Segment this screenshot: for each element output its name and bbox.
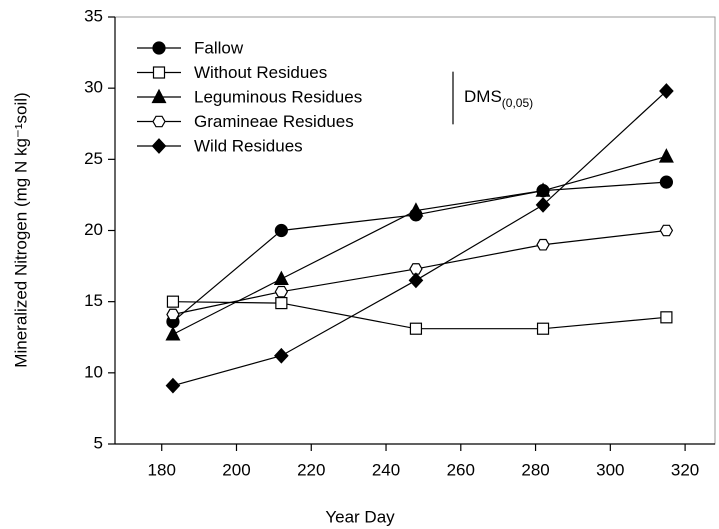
x-tick-label: 180 bbox=[148, 460, 176, 479]
marker bbox=[535, 196, 551, 213]
marker bbox=[166, 308, 180, 321]
marker bbox=[273, 270, 289, 285]
marker bbox=[409, 263, 423, 275]
legend-label: Fallow bbox=[194, 38, 244, 57]
marker bbox=[165, 326, 181, 341]
y-tick-label: 35 bbox=[84, 6, 103, 25]
x-axis-label: Year Day bbox=[325, 507, 395, 526]
y-tick-label: 5 bbox=[94, 433, 103, 452]
marker bbox=[151, 138, 167, 154]
x-tick-label: 320 bbox=[671, 460, 699, 479]
marker bbox=[165, 377, 181, 394]
marker bbox=[536, 238, 550, 251]
marker bbox=[274, 223, 288, 238]
marker bbox=[658, 148, 674, 163]
marker bbox=[659, 224, 674, 237]
marker bbox=[535, 182, 551, 197]
marker bbox=[151, 88, 167, 104]
legend-label: Leguminous Residues bbox=[194, 87, 362, 106]
marker bbox=[166, 295, 180, 308]
annotation: DMS(0,05) bbox=[464, 87, 533, 110]
x-tick-label: 220 bbox=[297, 460, 325, 479]
legend-label: Without Residues bbox=[194, 63, 327, 82]
x-tick-label: 300 bbox=[596, 460, 624, 479]
marker bbox=[409, 322, 423, 335]
y-tick-label: 10 bbox=[84, 362, 103, 381]
marker bbox=[659, 175, 674, 189]
marker bbox=[275, 296, 288, 310]
annotation-text: DMS bbox=[464, 87, 502, 106]
marker bbox=[659, 83, 674, 99]
marker bbox=[152, 115, 166, 128]
x-tick-label: 280 bbox=[521, 460, 549, 479]
y-tick-label: 30 bbox=[84, 78, 103, 97]
y-axis-label: Mineralized Nitrogen (mg N kg⁻¹soil) bbox=[11, 92, 30, 367]
y-tick-label: 20 bbox=[84, 220, 103, 239]
series-line bbox=[172, 181, 667, 323]
x-tick-label: 260 bbox=[447, 460, 475, 479]
marker bbox=[152, 66, 166, 79]
legend-label: Gramineae Residues bbox=[194, 112, 354, 131]
annotation-subscript: (0,05) bbox=[502, 96, 533, 110]
marker bbox=[536, 322, 550, 335]
series-line bbox=[172, 155, 667, 335]
legend-label: Wild Residues bbox=[194, 136, 303, 155]
marker bbox=[408, 272, 424, 289]
x-tick-label: 200 bbox=[222, 460, 250, 479]
marker bbox=[274, 347, 289, 364]
marker bbox=[274, 285, 289, 298]
marker bbox=[152, 41, 166, 55]
marker bbox=[408, 202, 424, 217]
x-tick-label: 240 bbox=[372, 460, 400, 479]
marker bbox=[660, 311, 673, 324]
y-tick-label: 25 bbox=[84, 149, 103, 168]
series-line bbox=[172, 90, 667, 387]
y-tick-label: 15 bbox=[84, 291, 103, 310]
